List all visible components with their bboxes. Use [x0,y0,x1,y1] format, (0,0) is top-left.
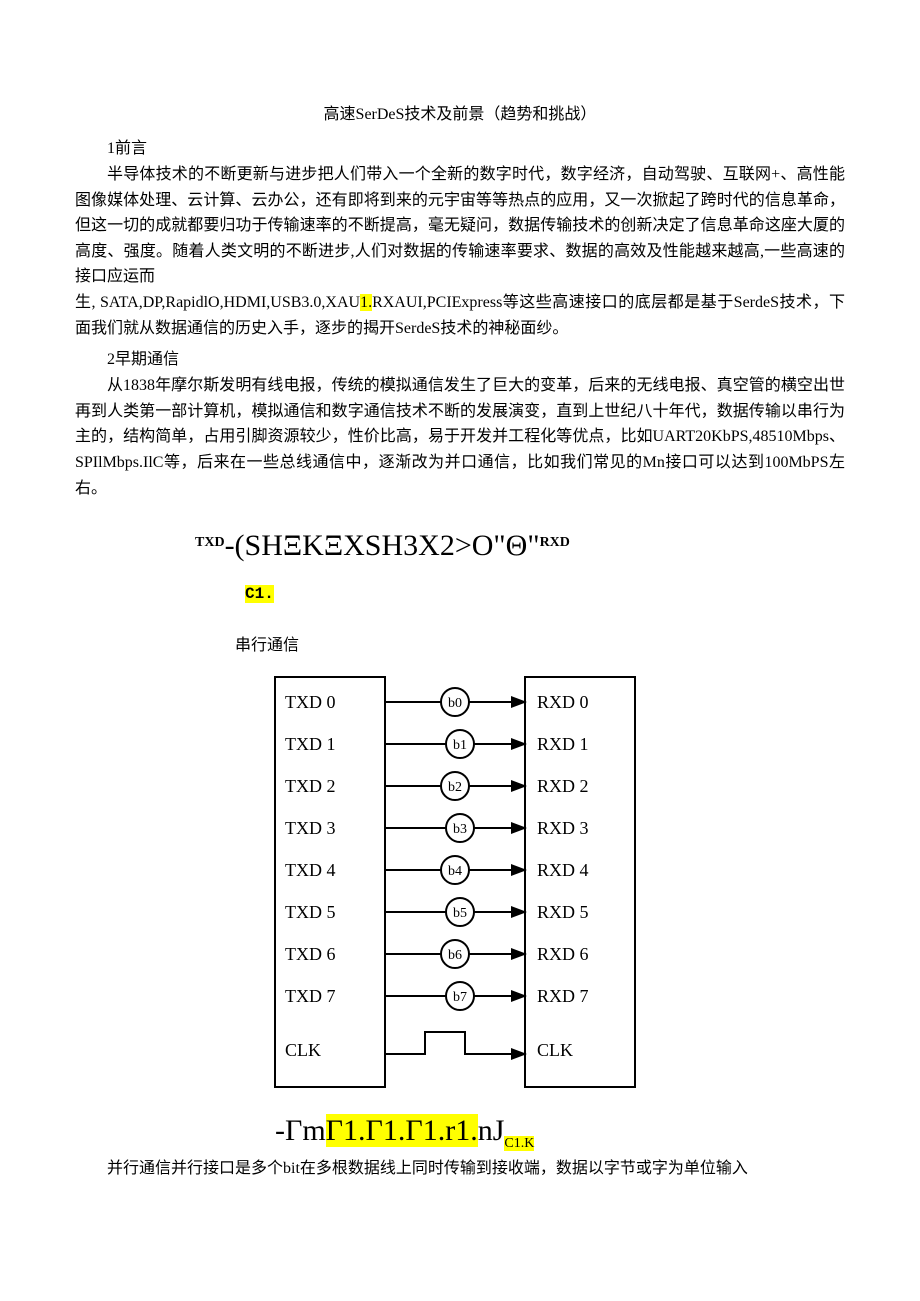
svg-text:b0: b0 [448,696,462,711]
paragraph-last: 并行通信并行接口是多个bit在多根数据线上同时传输到接收端，数据以字节或字为单位… [75,1156,845,1182]
svg-text:CLK: CLK [537,1040,573,1060]
svg-text:RXD 4: RXD 4 [537,860,589,880]
svg-text:TXD 1: TXD 1 [285,734,336,754]
svg-text:TXD 2: TXD 2 [285,776,336,796]
svg-text:CLK: CLK [285,1040,321,1060]
svg-text:TXD 6: TXD 6 [285,944,336,964]
section-2-heading: 2早期通信 [75,345,845,369]
f2-hl4: r1. [445,1114,478,1147]
p1b-highlight: 1. [360,294,372,311]
formula-1-sup-txd: TXD [195,535,225,550]
serial-comm-label: 串行通信 [235,631,845,655]
svg-text:RXD 6: RXD 6 [537,944,589,964]
svg-text:TXD 5: TXD 5 [285,902,336,922]
svg-text:RXD 7: RXD 7 [537,986,589,1006]
svg-text:b7: b7 [453,990,467,1005]
svg-text:RXD 1: RXD 1 [537,734,589,754]
p1b-pre: 生, SATA,DP,RapidlO,HDMI,USB3.0,XAU [75,294,360,311]
svg-text:TXD 0: TXD 0 [285,692,336,712]
f2-hl2: Γ1. [366,1114,406,1147]
svg-text:RXD 3: RXD 3 [537,818,589,838]
formula-2: -ΓmΓ1.Γ1.Γ1.r1.nJC1.K [275,1114,845,1152]
f2-hl1: Γ1. [326,1114,366,1147]
f2-sub: C1.K [504,1136,534,1151]
formula-1: TXD-(SHΞKΞXSH3X2>O"Θ"RXD [195,529,845,563]
formula-1-sup-rxd: RXD [540,535,570,550]
svg-text:RXD 0: RXD 0 [537,692,589,712]
diagram-svg: TXD 0 RXD 0 b0 TXD 1 RXD 1 b1 TXD 2 RXD 2 b2 TXD … [265,667,665,1107]
formula-1-body: -(SHΞKΞXSH3X2>O"Θ" [225,529,540,562]
svg-text:b2: b2 [448,780,462,795]
svg-text:TXD 7: TXD 7 [285,986,336,1006]
paragraph-1: 半导体技术的不断更新与进步把人们带入一个全新的数字时代，数字经济，自动驾驶、互联… [75,162,845,290]
f2-pre: -Γm [275,1114,326,1147]
f2-mid: nJ [478,1114,505,1147]
c1-label: C1. [245,585,845,603]
page-title: 高速SerDeS技术及前景（趋势和挑战） [75,100,845,124]
svg-text:b3: b3 [453,822,467,837]
svg-text:TXD 3: TXD 3 [285,818,336,838]
svg-text:b5: b5 [453,906,467,921]
svg-text:b4: b4 [448,864,462,879]
paragraph-2: 从1838年摩尔斯发明有线电报，传统的模拟通信发生了巨大的变革，后来的无线电报、… [75,373,845,501]
svg-text:TXD 4: TXD 4 [285,860,336,880]
parallel-diagram: TXD 0 RXD 0 b0 TXD 1 RXD 1 b1 TXD 2 RXD 2 b2 TXD … [265,667,845,1112]
svg-text:b1: b1 [453,738,467,753]
svg-text:RXD 2: RXD 2 [537,776,589,796]
svg-text:RXD 5: RXD 5 [537,902,589,922]
section-1-heading: 1前言 [75,134,845,158]
paragraph-1b: 生, SATA,DP,RapidlO,HDMI,USB3.0,XAU1.RXAU… [75,290,845,341]
c1-hl: C1. [245,585,274,603]
f2-hl3: Γ1. [405,1114,445,1147]
svg-text:b6: b6 [448,948,462,963]
